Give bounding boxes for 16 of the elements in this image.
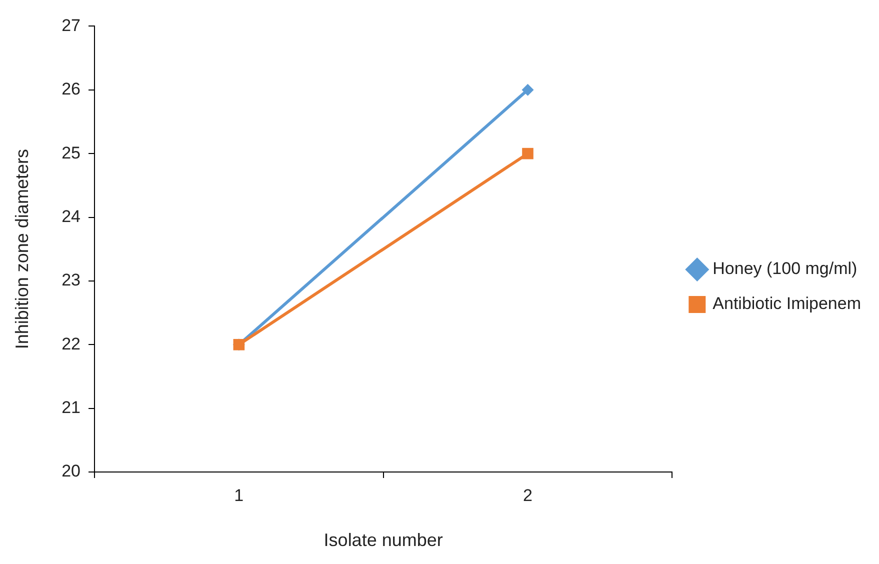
y-tick-label: 24 <box>62 206 81 226</box>
y-tick-label: 23 <box>62 270 81 290</box>
y-tick-label: 20 <box>62 462 81 481</box>
y-tick-label: 21 <box>62 398 81 417</box>
y-tick-label: 22 <box>62 334 81 354</box>
point <box>522 148 534 160</box>
x-tick-label: 2 <box>523 486 532 505</box>
x-tick-label: 1 <box>234 486 244 505</box>
legend-label: Antibiotic Imipenem <box>712 294 861 314</box>
y-axis-title: Inhibition zone diameters <box>12 149 32 350</box>
point <box>522 84 534 96</box>
legend-label: Honey (100 mg/ml) <box>712 259 858 278</box>
y-tick-label: 25 <box>62 143 81 162</box>
x-axis-title: Isolate number <box>324 530 443 550</box>
y-tick-label: 26 <box>62 80 81 99</box>
y-tick-label: 27 <box>62 16 81 35</box>
